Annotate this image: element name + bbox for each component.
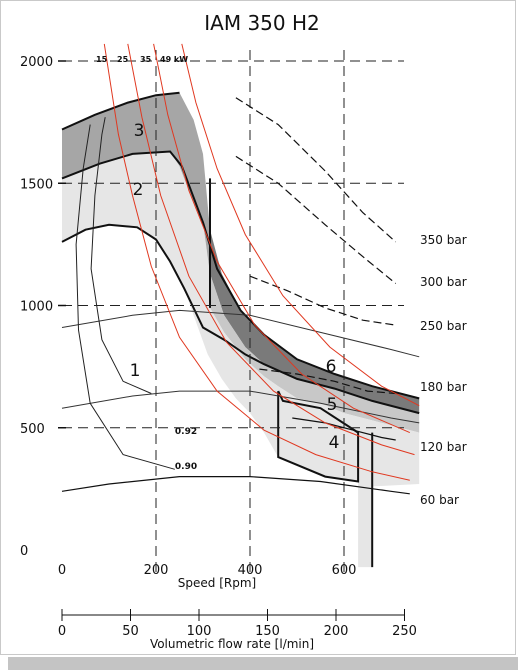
y-tick-label: 500 [20,422,45,437]
y-tick-label: 2000 [20,55,53,70]
pressure-curve [61,476,410,495]
zone-label: 1 [130,361,141,381]
efficiency-label: 0.90 [175,462,197,472]
pressure-label: 120 bar [420,440,467,454]
curves-layer [61,43,420,495]
x2-tick-label: 250 [392,624,417,639]
zone-label: 4 [329,433,340,453]
x2-tick-label: 150 [255,624,280,639]
zone-5-area [210,273,420,433]
power-label: 15 [96,55,108,64]
pressure-curve [259,368,396,395]
labels-layer: 0 500 1000 1500 2000 0 200 400 600 350 bar 300 bar… [20,55,467,578]
pressure-curve [292,417,396,441]
zone-label: 6 [326,357,337,377]
x-tick-label: 0 [58,563,66,578]
pressure-label: 300 bar [420,275,467,289]
x2-tick-label: 0 [58,624,66,639]
zone-label: 3 [134,121,145,141]
power-label: 35 [140,55,152,64]
x2-tick-label: 50 [122,624,139,639]
x2-tick-label: 100 [187,624,212,639]
x2-axis-label: Volumetric flow rate [l/min] [150,637,314,651]
pressure-label: 350 bar [420,233,467,247]
zone-label: 2 [133,180,144,200]
x-tick-label: 400 [238,563,263,578]
zone-3-area [62,92,210,274]
chart-title: IAM 350 H2 [204,11,320,35]
efficiency-curve [75,124,175,470]
zone-1-top-border [61,223,420,415]
power-curve [127,43,415,456]
x2-tick-label: 200 [324,624,349,639]
zone-4-border [277,390,360,483]
x-tick-label: 200 [144,563,169,578]
pressure-label: 250 bar [420,319,467,333]
efficiency-curve [90,117,152,394]
pressure-label: 60 bar [420,493,459,507]
power-curve [103,43,410,481]
torque-curve [61,309,420,358]
efficiency-label: 0.92 [175,427,197,437]
zones-layer [61,91,420,568]
x-axis-label: Speed [Rpm] [178,576,256,590]
x2-axis-ticks: 0 50 100 150 200 250 [58,609,417,639]
y-tick-label: 1000 [20,300,53,315]
zone-label: 5 [327,395,338,415]
frame-shadow [8,657,518,670]
pressure-curve [235,155,397,284]
y-tick-label: 1500 [20,177,53,192]
torque-curve [61,390,420,424]
zone-2-top-border [61,150,420,400]
power-curve [181,43,420,407]
pressure-label: 180 bar [420,380,467,394]
power-label: 25 [117,55,129,64]
pressure-curve [249,275,396,326]
pressure-curve [235,97,397,243]
zone-2-area [62,151,420,568]
x-tick-label: 600 [332,563,357,578]
power-curve [153,43,410,434]
y-tick-label: 0 [20,544,28,559]
power-label: 49 kW [160,55,188,64]
